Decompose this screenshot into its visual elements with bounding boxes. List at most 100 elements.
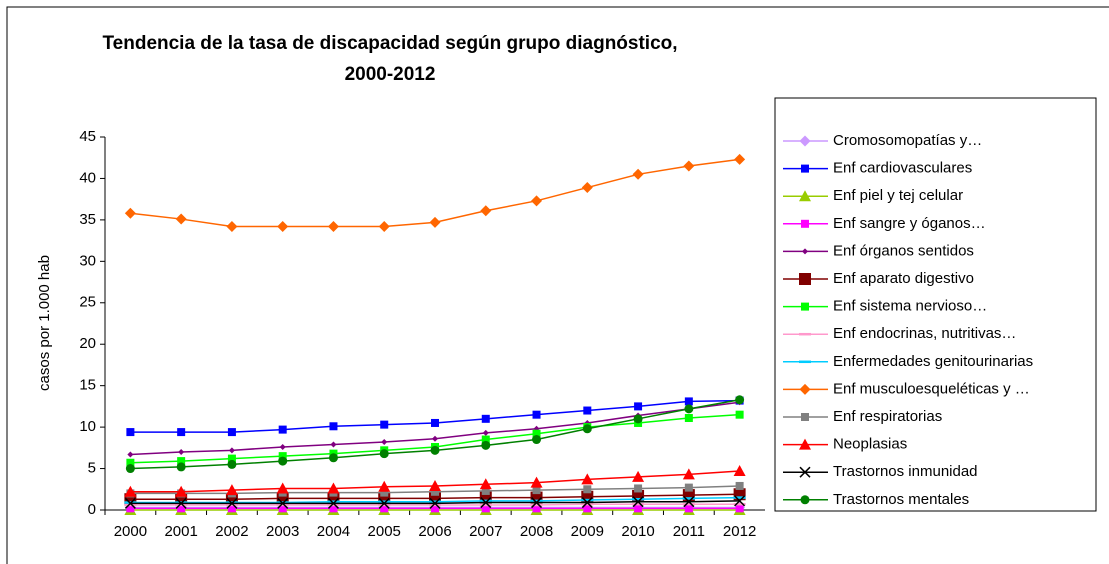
point: [177, 457, 186, 466]
point: [378, 497, 390, 509]
x-tick-label: 2009: [571, 523, 604, 540]
point: [735, 481, 744, 490]
chart-frame: [6, 6, 1109, 564]
y-tick-label: 5: [88, 460, 96, 477]
y-tick-label: 10: [79, 418, 96, 435]
series-line: [130, 158, 740, 228]
x-tick-label: 2001: [164, 523, 197, 540]
point: [226, 497, 238, 509]
point: [431, 487, 439, 496]
legend-label: Neoplasias: [833, 436, 907, 453]
x-tick-label: 2010: [621, 523, 654, 540]
x-tick-label: 2011: [673, 523, 705, 540]
y-tick-label: 20: [79, 335, 96, 352]
point: [276, 482, 289, 494]
point: [329, 504, 338, 513]
legend-label: Enfermedades genitourinarias: [833, 353, 1033, 370]
point: [532, 410, 541, 419]
legend-label: Enf endocrinas, nutritivas…: [833, 325, 1016, 342]
point: [481, 486, 490, 495]
point: [379, 449, 389, 459]
legend-marker: [801, 219, 809, 228]
point: [381, 439, 388, 446]
point: [124, 497, 136, 509]
point: [380, 488, 389, 497]
point: [278, 425, 287, 434]
legend-marker: [801, 302, 809, 311]
point: [634, 504, 643, 513]
y-tick-label: 15: [79, 377, 96, 394]
point: [278, 456, 288, 466]
legend-label: Enf aparato digestivo: [833, 270, 974, 287]
x-tick-label: 2000: [114, 523, 147, 540]
point: [429, 479, 441, 491]
point: [634, 402, 643, 411]
point: [481, 504, 490, 513]
x-tick-label: 2003: [266, 523, 299, 540]
legend-label: Enf musculoesqueléticas y …: [833, 380, 1030, 397]
point: [633, 414, 643, 424]
point: [432, 435, 438, 442]
point: [227, 428, 236, 437]
legend-marker: [802, 248, 808, 255]
point: [532, 435, 542, 445]
point: [583, 485, 592, 494]
point: [126, 458, 135, 467]
y-tick-label: 45: [79, 128, 96, 145]
point: [431, 418, 439, 427]
chart-title: 2000-2012: [345, 64, 436, 85]
point: [228, 447, 235, 454]
legend-box: [774, 97, 1097, 512]
point: [124, 485, 137, 497]
legend-label: Enf cardiovasculares: [833, 160, 972, 177]
point: [328, 453, 338, 463]
point: [532, 429, 541, 438]
point: [480, 497, 492, 509]
point: [329, 422, 338, 431]
point: [327, 482, 340, 494]
point: [583, 406, 592, 415]
point: [735, 410, 744, 419]
y-axis-label: casos por 1.000 hab: [36, 255, 53, 391]
chart-title: Tendencia de la tasa de discapacidad seg…: [102, 33, 677, 54]
point: [225, 484, 238, 496]
point: [429, 216, 441, 228]
point: [327, 221, 339, 233]
x-tick-label: 2008: [520, 523, 553, 540]
y-tick-label: 35: [79, 211, 96, 228]
point: [430, 445, 440, 455]
point: [632, 496, 644, 508]
y-tick-label: 30: [79, 252, 96, 269]
point: [124, 207, 136, 219]
point: [125, 464, 135, 474]
point: [583, 504, 592, 513]
point: [227, 459, 237, 469]
point: [227, 454, 236, 463]
x-tick-label: 2007: [469, 523, 502, 540]
point: [531, 195, 543, 207]
point: [683, 496, 695, 508]
legend-marker: [799, 190, 811, 202]
point: [530, 476, 543, 488]
point: [684, 413, 693, 422]
point: [734, 153, 746, 165]
point: [582, 424, 592, 434]
point: [278, 452, 287, 461]
point: [277, 221, 289, 233]
point: [327, 497, 339, 509]
legend-marker: [799, 135, 811, 147]
y-tick-label: 25: [79, 294, 96, 311]
point: [581, 182, 593, 194]
point: [378, 480, 391, 492]
legend-label: Cromosomopatías y…: [833, 132, 982, 149]
legend-marker: [801, 413, 809, 421]
point: [532, 486, 541, 495]
legend-label: Enf órganos sentidos: [833, 242, 974, 259]
series-line: [130, 399, 740, 470]
legend-marker: [799, 383, 811, 395]
point: [733, 465, 746, 477]
x-tick-label: 2004: [317, 523, 350, 540]
legend-label: Trastornos inmunidad: [833, 463, 978, 480]
point: [380, 420, 389, 429]
point: [735, 504, 744, 513]
